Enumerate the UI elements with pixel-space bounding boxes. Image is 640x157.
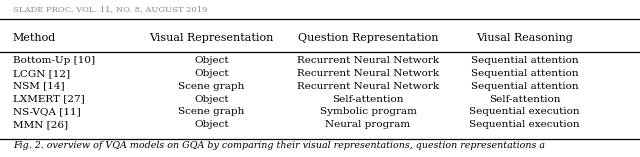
Text: Sequential attention: Sequential attention (471, 69, 579, 78)
Text: Object: Object (194, 56, 228, 65)
Text: Sequential attention: Sequential attention (471, 82, 579, 91)
Text: Sequential execution: Sequential execution (470, 120, 580, 129)
Text: SLADE PROC. VOL. 11, NO. 8, AUGUST 2019: SLADE PROC. VOL. 11, NO. 8, AUGUST 2019 (13, 5, 207, 13)
Text: Recurrent Neural Network: Recurrent Neural Network (297, 69, 439, 78)
Text: Self-attention: Self-attention (332, 95, 404, 104)
Text: Self-attention: Self-attention (489, 95, 561, 104)
Text: NSM [14]: NSM [14] (13, 82, 65, 91)
Text: Method: Method (13, 33, 56, 43)
Text: Recurrent Neural Network: Recurrent Neural Network (297, 82, 439, 91)
Text: Viusal Reasoning: Viusal Reasoning (476, 33, 573, 43)
Text: Sequential execution: Sequential execution (470, 107, 580, 116)
Text: Object: Object (194, 95, 228, 104)
Text: NS-VQA [11]: NS-VQA [11] (13, 107, 81, 116)
Text: MMN [26]: MMN [26] (13, 120, 68, 129)
Text: LCGN [12]: LCGN [12] (13, 69, 70, 78)
Text: Sequential attention: Sequential attention (471, 56, 579, 65)
Text: Scene graph: Scene graph (178, 107, 244, 116)
Text: Object: Object (194, 69, 228, 78)
Text: Fig. 2. overview of VQA models on GQA by comparing their visual representations,: Fig. 2. overview of VQA models on GQA by… (13, 141, 545, 150)
Text: Recurrent Neural Network: Recurrent Neural Network (297, 56, 439, 65)
Text: Object: Object (194, 120, 228, 129)
Text: Bottom-Up [10]: Bottom-Up [10] (13, 56, 95, 65)
Text: Scene graph: Scene graph (178, 82, 244, 91)
Text: Question Representation: Question Representation (298, 33, 438, 43)
Text: Neural program: Neural program (325, 120, 411, 129)
Text: LXMERT [27]: LXMERT [27] (13, 95, 84, 104)
Text: Symbolic program: Symbolic program (319, 107, 417, 116)
Text: Visual Representation: Visual Representation (149, 33, 273, 43)
